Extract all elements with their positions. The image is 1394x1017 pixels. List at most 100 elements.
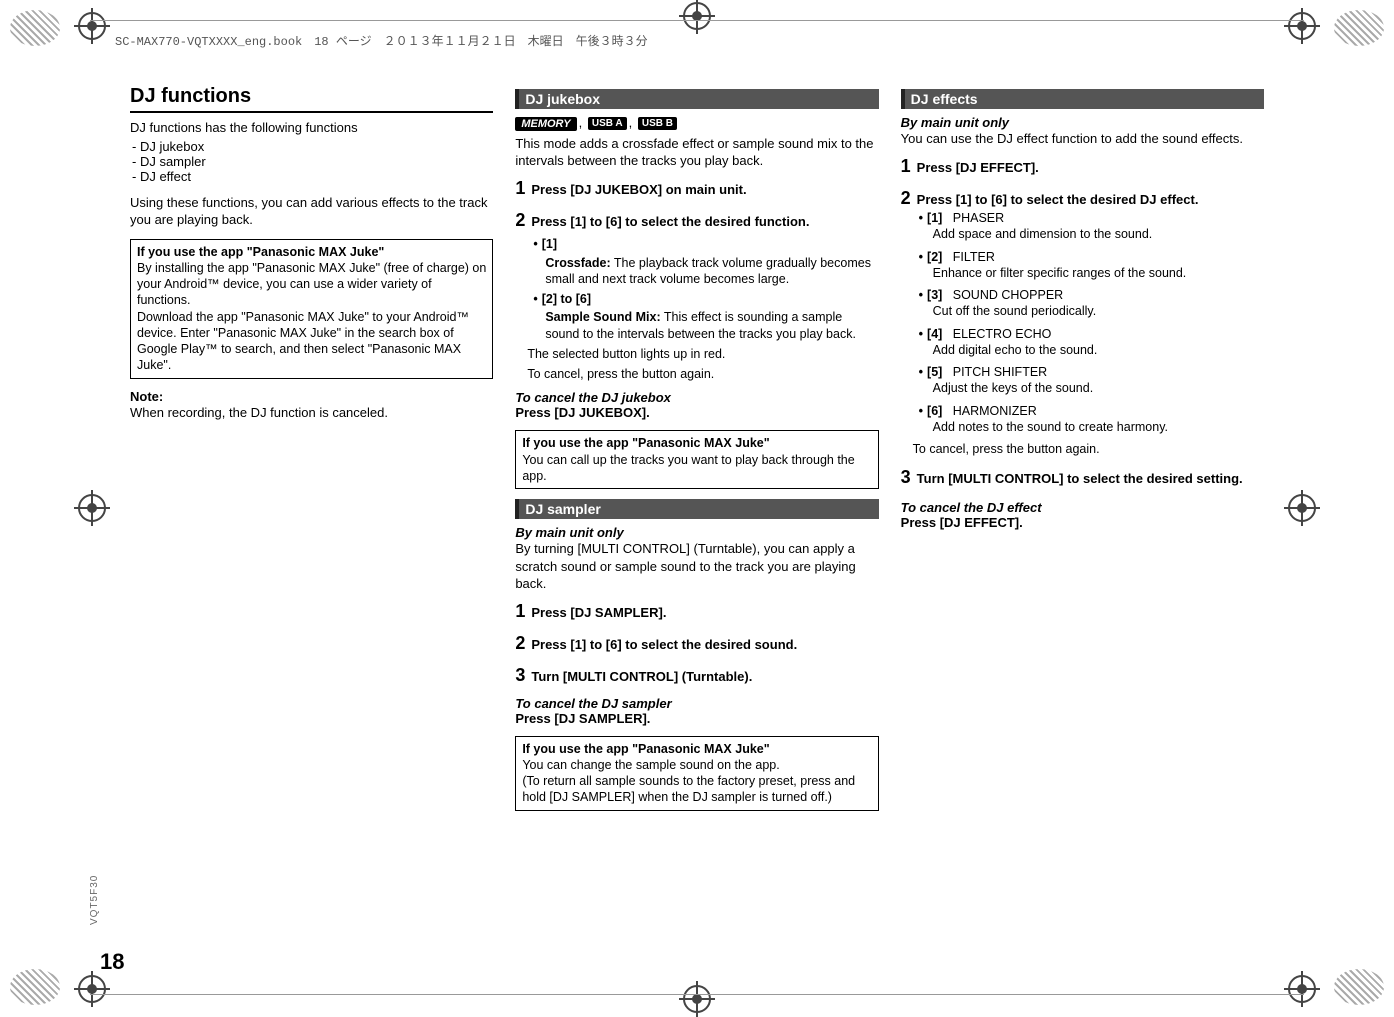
step-2: 2 Press [1] to [6] to select the desired … (515, 208, 878, 382)
cancel-head: To cancel the DJ jukebox (515, 390, 878, 405)
after-text: To cancel, press the button again. (913, 441, 1264, 457)
steps-list: 1 Press [DJ EFFECT]. 2 Press [1] to [6] to… (901, 154, 1264, 490)
list-item: - DJ effect (132, 169, 493, 184)
effect-item: • [1] PHASERAdd space and dimension to th… (919, 210, 1264, 243)
hatch-mark (1334, 10, 1384, 46)
badge-memory: MEMORY (515, 117, 576, 131)
bullet-icon: • (919, 365, 923, 379)
step-number: 1 (901, 156, 911, 176)
by-main-unit: By main unit only (901, 115, 1264, 130)
column-1: DJ functions DJ functions has the follow… (130, 85, 493, 821)
step-body: Press [1] to [6] to select the desired s… (531, 637, 797, 652)
step-body: Press [DJ JUKEBOX] on main unit. (531, 182, 746, 197)
fx-num: [1] (927, 211, 942, 225)
step-number: 2 (515, 633, 525, 653)
step-3: 3Turn [MULTI CONTROL] to select the desi… (901, 465, 1264, 489)
step-body: Press [1] to [6] to select the desired f… (531, 214, 809, 229)
fx-name: FILTER (953, 250, 995, 264)
list-item: - DJ sampler (132, 154, 493, 169)
step-number: 3 (515, 665, 525, 685)
step-3: 3 Turn [MULTI CONTROL] (Turntable). (515, 663, 878, 687)
badge-usb-b: USB B (638, 117, 677, 130)
step-body: Press [DJ SAMPLER]. (531, 605, 666, 620)
step-2: 2 Press [1] to [6] to select the desired … (515, 631, 878, 655)
effect-item: • [2] FILTEREnhance or filter specific ra… (919, 249, 1264, 282)
sub-option: • [2] to [6] (533, 291, 878, 307)
column-3: DJ effects By main unit only You can use… (901, 85, 1264, 821)
opt-desc: Crossfade: The playback track volume gra… (545, 255, 878, 288)
fx-name: PHASER (953, 211, 1004, 225)
step-body: Press [1] to [6] to select the desired D… (917, 192, 1199, 207)
effect-item: • [6] HARMONIZERAdd notes to the sound to… (919, 403, 1264, 436)
bullet-icon: • (919, 211, 923, 225)
box-heading: If you use the app "Panasonic MAX Juke" (137, 244, 486, 260)
box-heading: If you use the app "Panasonic MAX Juke" (522, 435, 871, 451)
fx-desc: Add space and dimension to the sound. (933, 226, 1153, 242)
steps-list: 1Press [DJ SAMPLER]. 2 Press [1] to [6] t… (515, 599, 878, 688)
badge-usb-a: USB A (588, 117, 627, 130)
effect-item: •[4] ELECTRO ECHOAdd digital echo to the… (919, 326, 1264, 359)
effect-item: • [3] SOUND CHOPPERCut off the sound peri… (919, 287, 1264, 320)
section-dj-jukebox: DJ jukebox (515, 89, 878, 109)
bullet-icon: • (919, 250, 923, 264)
box-body: By installing the app "Panasonic MAX Juk… (137, 260, 486, 374)
fx-desc: Cut off the sound periodically. (933, 303, 1097, 319)
box-body: You can call up the tracks you want to p… (522, 452, 871, 485)
opt-head: Crossfade: (545, 256, 610, 270)
hatch-mark (1334, 969, 1384, 1005)
intro-list: - DJ jukebox - DJ sampler - DJ effect (130, 139, 493, 184)
bullet-icon: • (919, 404, 923, 418)
step-1: 1 Press [DJ EFFECT]. (901, 154, 1264, 178)
page-number: 18 (100, 949, 124, 975)
section-dj-effects: DJ effects (901, 89, 1264, 109)
fx-name: ELECTRO ECHO (953, 327, 1052, 341)
fx-desc: Enhance or filter specific ranges of the… (933, 265, 1187, 281)
info-box: If you use the app "Panasonic MAX Juke" … (130, 239, 493, 379)
fx-name: SOUND CHOPPER (953, 288, 1063, 302)
hatch-mark (10, 10, 60, 46)
bullet-icon: • (533, 292, 537, 306)
info-box: If you use the app "Panasonic MAX Juke" … (515, 430, 878, 489)
opt-desc: Sample Sound Mix: This effect is soundin… (545, 309, 878, 342)
effect-item: •[5] PITCH SHIFTERAdjust the keys of the… (919, 364, 1264, 397)
steps-list: 1 Press [DJ JUKEBOX] on main unit. 2 Press… (515, 176, 878, 383)
bullet-icon: • (533, 237, 537, 251)
column-2: DJ jukebox MEMORY, USB A, USB B This mod… (515, 85, 878, 821)
badge-row: MEMORY, USB A, USB B (515, 115, 878, 131)
after-text: The selected button lights up in red. (527, 346, 878, 362)
comma: , (579, 115, 583, 130)
cancel-head: To cancel the DJ effect (901, 500, 1264, 515)
after-text: To cancel, press the button again. (527, 366, 878, 382)
by-main-unit: By main unit only (515, 525, 878, 540)
step-2: 2 Press [1] to [6] to select the desired … (901, 186, 1264, 458)
step-number: 2 (901, 188, 911, 208)
fx-num: [4] (927, 327, 942, 341)
fx-name: HARMONIZER (953, 404, 1037, 418)
step-1: 1Press [DJ SAMPLER]. (515, 599, 878, 623)
heading-dj-functions: DJ functions (130, 85, 493, 113)
cancel-body: Press [DJ JUKEBOX]. (515, 405, 878, 420)
step-number: 1 (515, 178, 525, 198)
cancel-body: Press [DJ EFFECT]. (901, 515, 1264, 530)
opt-label: [1] (542, 237, 557, 251)
comma: , (629, 115, 633, 130)
fx-num: [2] (927, 250, 942, 264)
fx-desc: Add notes to the sound to create harmony… (933, 419, 1168, 435)
opt-head: Sample Sound Mix: (545, 310, 660, 324)
effects-intro: You can use the DJ effect function to ad… (901, 130, 1264, 148)
step-body: Press [DJ EFFECT]. (917, 160, 1039, 175)
fx-num: [6] (927, 404, 942, 418)
step-body: Turn [MULTI CONTROL] (Turntable). (531, 669, 752, 684)
bullet-icon: • (919, 288, 923, 302)
fx-name: PITCH SHIFTER (953, 365, 1047, 379)
fx-desc: Adjust the keys of the sound. (933, 380, 1094, 396)
fx-num: [3] (927, 288, 942, 302)
intro-text: DJ functions has the following functions (130, 119, 493, 137)
step-number: 2 (515, 210, 525, 230)
cancel-body: Press [DJ SAMPLER]. (515, 711, 878, 726)
intro-para: Using these functions, you can add vario… (130, 194, 493, 229)
sub-option: • [1] (533, 236, 878, 252)
jukebox-intro: This mode adds a crossfade effect or sam… (515, 135, 878, 170)
box-body: You can change the sample sound on the a… (522, 757, 871, 806)
opt-label: [2] to [6] (542, 292, 591, 306)
